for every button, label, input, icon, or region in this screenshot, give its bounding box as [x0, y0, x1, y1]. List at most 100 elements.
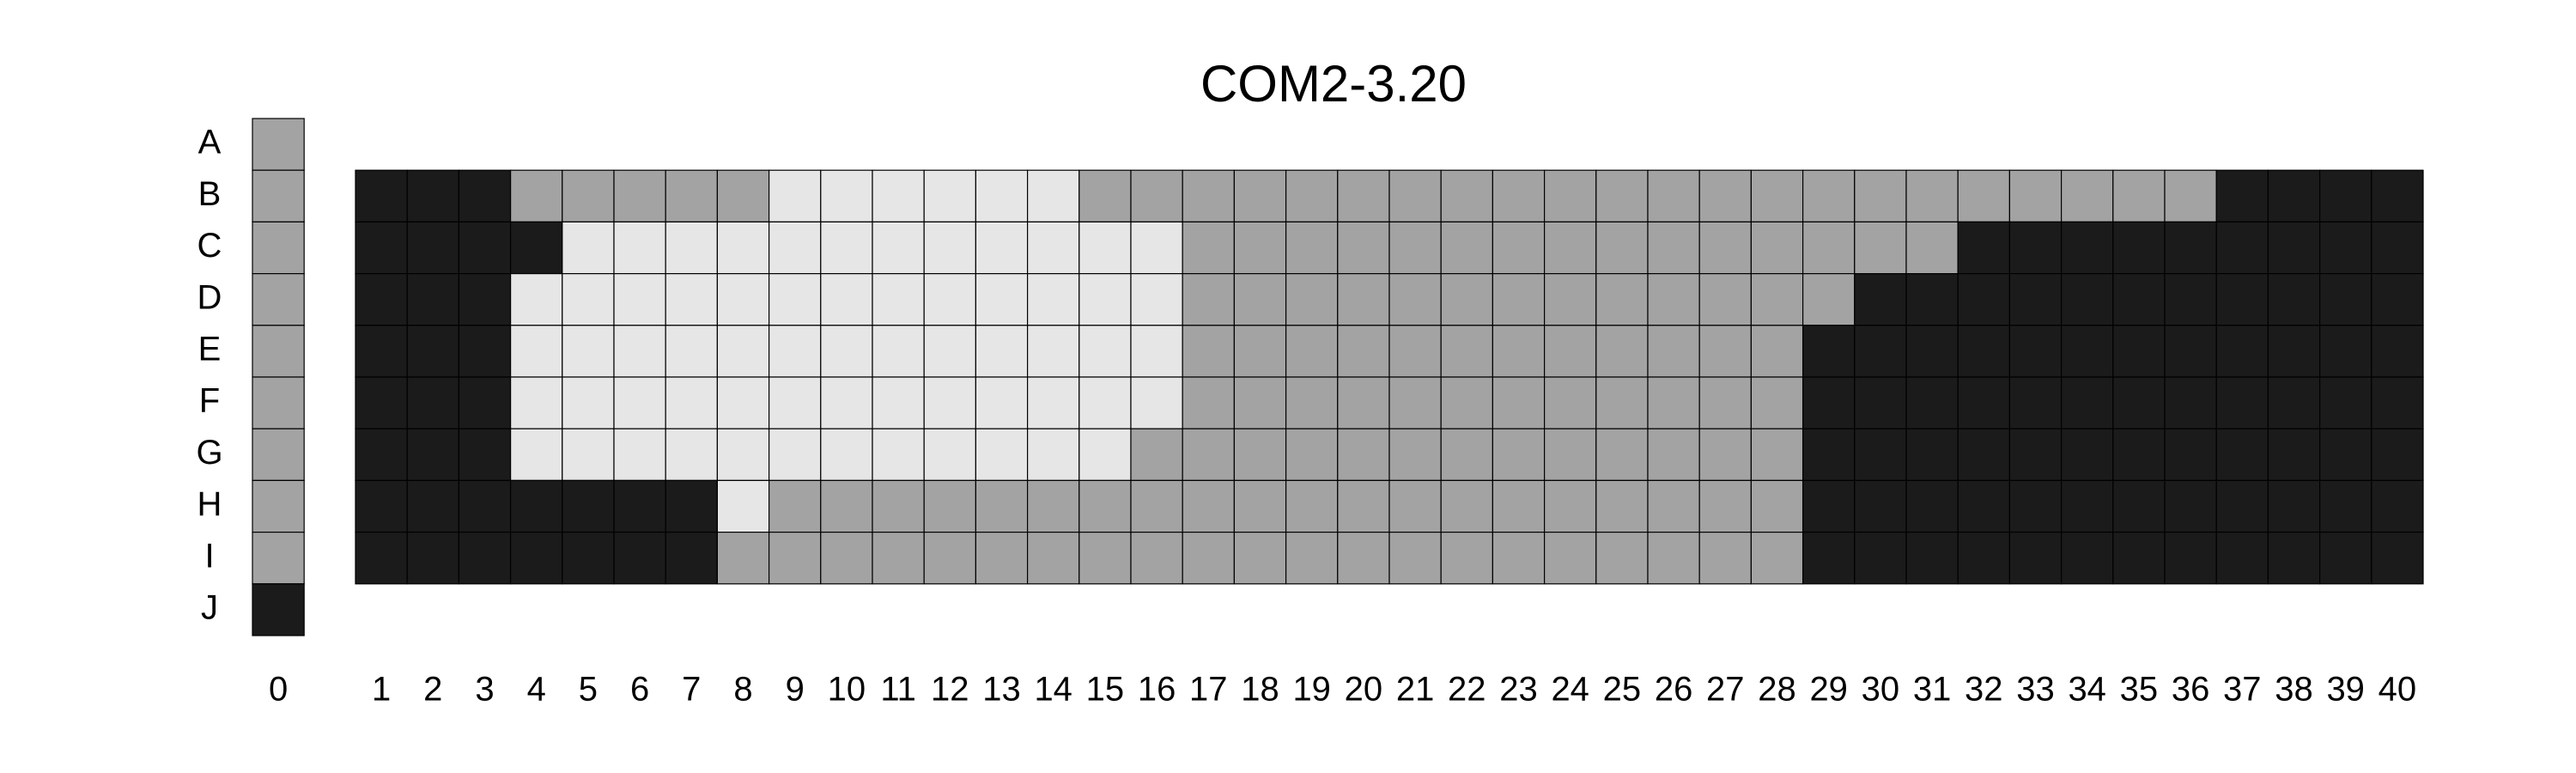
grid-cell-I-20: [1337, 531, 1390, 585]
grid-cell-I-38: [2267, 531, 2321, 585]
grid-cell-I-2: [406, 531, 460, 585]
grid-cell-I-33: [2008, 531, 2063, 585]
grid-cell-F-4: [509, 376, 563, 429]
grid-cell-I-9: [768, 531, 822, 585]
grid-cell-F-16: [1130, 376, 1183, 429]
grid-cell-C-21: [1388, 221, 1442, 275]
grid-cell-G-23: [1492, 428, 1546, 482]
grid-cell-H-22: [1440, 479, 1493, 533]
grid-cell-C-8: [716, 221, 770, 275]
grid-cell-C-18: [1233, 221, 1287, 275]
col-label-4: 4: [527, 671, 546, 709]
grid-cell-D-33: [2008, 273, 2063, 326]
grid-cell-H-23: [1492, 479, 1546, 533]
grid-cell-B-36: [2164, 169, 2217, 222]
grid-cell-G-38: [2267, 428, 2321, 482]
col-label-0: 0: [269, 671, 288, 709]
grid-cell-B-17: [1182, 169, 1235, 222]
grid-cell-F-39: [2319, 376, 2372, 429]
grid-cell-I-27: [1698, 531, 1752, 585]
grid-cell-G-10: [820, 428, 873, 482]
grid-cell-F-26: [1647, 376, 1700, 429]
grid-cell-C-39: [2319, 221, 2372, 275]
grid-cell-D-13: [975, 273, 1029, 326]
grid-cell-F-6: [613, 376, 666, 429]
grid-cell-F-12: [923, 376, 976, 429]
grid-cell-G-29: [1802, 428, 1856, 482]
grid-cell-D-4: [509, 273, 563, 326]
grid-cell-I-34: [2061, 531, 2114, 585]
grid-cell-E-5: [562, 325, 615, 378]
grid-cell-B-31: [1905, 169, 1959, 222]
row-label-H: H: [197, 485, 222, 523]
grid-cell-D-2: [406, 273, 460, 326]
grid-cell-G-22: [1440, 428, 1493, 482]
grid-cell-B-20: [1337, 169, 1390, 222]
grid-cell-G-5: [562, 428, 615, 482]
grid-cell-H-24: [1543, 479, 1597, 533]
grid-cell-C-10: [820, 221, 873, 275]
row-label-G: G: [196, 434, 222, 472]
grid-cell-C-24: [1543, 221, 1597, 275]
grid-cell-B-33: [2008, 169, 2063, 222]
grid-cell-B-7: [665, 169, 719, 222]
grid-cell-F-25: [1595, 376, 1649, 429]
row-label-C: C: [197, 227, 222, 265]
grid-cell-C-6: [613, 221, 666, 275]
grid-cell-I-1: [355, 531, 408, 585]
chart-title: COM2-3.20: [1200, 55, 1467, 113]
row-label-E: E: [198, 330, 222, 368]
grid-cell-C-19: [1285, 221, 1339, 275]
grid-cell-B-9: [768, 169, 822, 222]
grid-cell-G-34: [2061, 428, 2114, 482]
grid-cell-G-2: [406, 428, 460, 482]
row-label-I: I: [204, 537, 214, 575]
grid-cell-D-40: [2371, 273, 2424, 326]
grid-cell-E-16: [1130, 325, 1183, 378]
side-column: [252, 118, 305, 636]
grid-cell-I-24: [1543, 531, 1597, 585]
grid-cell-I-35: [2112, 531, 2166, 585]
grid-cell-D-6: [613, 273, 666, 326]
col-label-27: 27: [1706, 671, 1745, 709]
grid-cell-I-8: [716, 531, 770, 585]
grid-cell-B-15: [1078, 169, 1132, 222]
col-label-15: 15: [1086, 671, 1125, 709]
grid-cell-H-10: [820, 479, 873, 533]
grid-cell-B-3: [458, 169, 512, 222]
grid-cell-G-11: [872, 428, 925, 482]
grid-cell-B-5: [562, 169, 615, 222]
grid-cell-B-25: [1595, 169, 1649, 222]
grid-cell-C-5: [562, 221, 615, 275]
col-label-34: 34: [2068, 671, 2106, 709]
grid-cell-F-38: [2267, 376, 2321, 429]
grid-cell-B-16: [1130, 169, 1183, 222]
grid-cell-D-12: [923, 273, 976, 326]
grid-cell-C-13: [975, 221, 1029, 275]
grid-cell-I-23: [1492, 531, 1546, 585]
col-label-39: 39: [2326, 671, 2365, 709]
grid-cell-G-13: [975, 428, 1029, 482]
grid-cell-G-36: [2164, 428, 2217, 482]
grid-cell-F-23: [1492, 376, 1546, 429]
grid-cell-H-7: [665, 479, 719, 533]
grid-cell-B-2: [406, 169, 460, 222]
grid-cell-G-4: [509, 428, 563, 482]
grid-cell-F-29: [1802, 376, 1856, 429]
grid-cell-I-37: [2215, 531, 2269, 585]
grid-cell-C-2: [406, 221, 460, 275]
grid-cell-D-22: [1440, 273, 1493, 326]
grid-cell-G-3: [458, 428, 512, 482]
col-label-22: 22: [1448, 671, 1486, 709]
grid-cell-D-23: [1492, 273, 1546, 326]
grid-cell-E-26: [1647, 325, 1700, 378]
grid-cell-I-15: [1078, 531, 1132, 585]
grid-cell-H-37: [2215, 479, 2269, 533]
grid-cell-G-9: [768, 428, 822, 482]
grid-cell-I-13: [975, 531, 1029, 585]
col-label-6: 6: [630, 671, 649, 709]
grid-cell-I-17: [1182, 531, 1235, 585]
grid-cell-H-30: [1854, 479, 1907, 533]
grid-cell-G-33: [2008, 428, 2063, 482]
col-label-11: 11: [880, 671, 916, 709]
